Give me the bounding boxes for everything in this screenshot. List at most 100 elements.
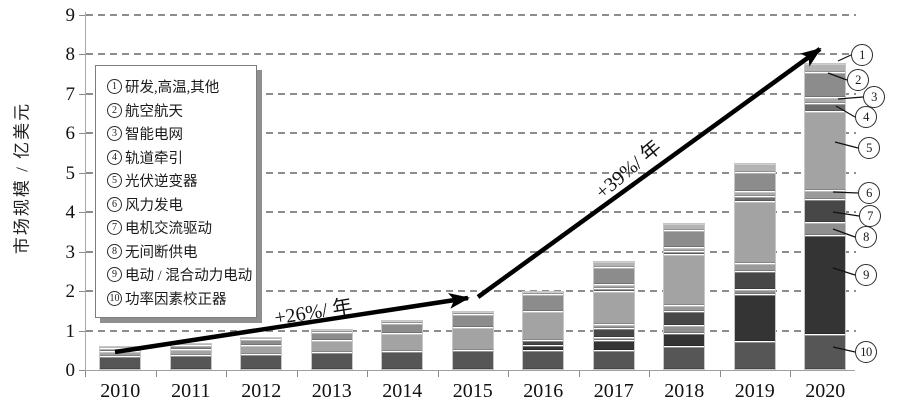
legend-label-5: 光伏逆变器: [125, 174, 198, 191]
legend-label-1: 研发,高温,其他: [125, 80, 220, 97]
legend-item-1: 1 研发,高温,其他: [107, 75, 250, 99]
bar-2019: [733, 163, 776, 370]
bar-2011-segment-10: [170, 356, 211, 369]
x-tick-10: [790, 371, 791, 377]
bar-2018-segment-7: [664, 312, 705, 325]
bar-2018-segment-1: [664, 224, 705, 230]
legend-marker-7: 7: [107, 220, 122, 236]
x-tick-1: [155, 371, 157, 377]
x-tick-9: [719, 371, 721, 377]
legend-marker-8: 8: [107, 243, 122, 259]
x-tick-label-2018: 2018: [664, 380, 705, 402]
bar-2010: [99, 346, 142, 370]
gridline-9: [86, 13, 856, 16]
bar-2020-segment-10: [805, 335, 846, 369]
bar-2017-segment-10: [593, 351, 634, 369]
bar-2017-segment-2: [593, 268, 634, 284]
bar-2013-segment-1: [311, 330, 352, 332]
growth-label-2: +39%/ 年: [591, 136, 666, 204]
legend-marker-5: 5: [107, 173, 122, 189]
legend-item-8: 8 无间断供电: [107, 240, 250, 264]
bar-2017-segment-5: [593, 292, 634, 324]
gridline-3: [86, 250, 856, 253]
bar-2014-segment-1: [382, 321, 423, 323]
y-tick-label-8: 8: [65, 44, 76, 65]
bar-2020-segment-1: [805, 64, 846, 72]
bar-2010-segment-1: [100, 347, 141, 348]
legend-marker-10: 10: [107, 290, 122, 306]
bar-2010-segment-2: [100, 349, 141, 351]
x-tick-label-2013: 2013: [311, 380, 352, 402]
bar-2011: [169, 343, 212, 370]
bar-2019-segment-4: [734, 197, 775, 201]
x-axis-line: [85, 370, 855, 371]
legend-label-6: 风力发电: [125, 197, 183, 214]
bar-2017-segment-6: [593, 325, 634, 328]
callout-leader-1: [837, 54, 852, 62]
legend-label-2: 航空航天: [125, 103, 183, 120]
segment-callout-4: 4: [855, 106, 877, 128]
y-tick-5: [79, 172, 85, 174]
legend-marker-4: 4: [107, 149, 122, 165]
bar-2018-segment-5: [664, 255, 705, 305]
legend-item-4: 4 轨道牵引: [107, 146, 250, 170]
bar-2018-segment-9: [664, 334, 705, 346]
bar-2019-segment-7: [734, 272, 775, 289]
bar-2019-segment-8: [734, 290, 775, 294]
bar-2015-segment-2: [452, 315, 493, 327]
bar-2019-segment-9: [734, 295, 775, 341]
bar-2017-segment-1: [593, 262, 634, 267]
bar-2012: [240, 337, 283, 370]
bar-2015-segment-1: [452, 312, 493, 314]
y-tick-9: [79, 14, 85, 16]
legend-item-10: 10 功率因素校正器: [107, 287, 250, 311]
x-tick-label-2012: 2012: [241, 380, 282, 402]
legend-label-8: 无间断供电: [125, 244, 198, 261]
bar-2015-segment-5: [452, 328, 493, 350]
bar-2013: [310, 329, 353, 370]
bar-2020-segment-9: [805, 236, 846, 334]
legend-marker-1: 1: [107, 79, 122, 95]
segment-callout-9: 9: [855, 264, 877, 286]
legend-item-7: 7 电机交流驱动: [107, 216, 250, 240]
gridline-6: [86, 132, 856, 134]
segment-callout-8: 8: [855, 226, 877, 248]
x-tick-0: [85, 371, 86, 377]
gridline-4: [86, 211, 856, 213]
x-tick-label-2017: 2017: [593, 380, 634, 402]
y-tick-label-5: 5: [65, 162, 76, 184]
legend-marker-9: 9: [107, 267, 122, 283]
x-tick-3: [296, 371, 298, 377]
bar-2017-segment-8: [593, 338, 634, 340]
bar-2018: [663, 223, 706, 370]
bar-2017-segment-7: [593, 329, 634, 337]
bar-2012-segment-10: [241, 355, 282, 369]
y-tick-label-9: 9: [65, 4, 76, 26]
bar-2012-segment-2: [241, 340, 282, 345]
y-tick-0: [79, 370, 85, 371]
x-tick-7: [578, 371, 580, 377]
segment-callout-10: 10: [855, 341, 877, 363]
legend-marker-6: 6: [107, 196, 122, 212]
x-tick-5: [437, 371, 439, 377]
y-tick-label-4: 4: [65, 202, 76, 223]
segment-callout-3: 3: [863, 86, 885, 108]
x-tick-label-2019: 2019: [734, 380, 775, 402]
bar-2018-segment-3: [664, 248, 705, 251]
x-tick-label-2010: 2010: [100, 380, 141, 402]
legend-label-3: 智能电网: [125, 127, 183, 144]
bar-2013-segment-10: [311, 353, 352, 369]
bar-2015-segment-10: [452, 351, 493, 369]
x-tick-2: [226, 371, 227, 377]
bar-2020: [804, 63, 847, 370]
gridline-7: [86, 92, 856, 95]
bar-2019-segment-10: [734, 342, 775, 369]
bar-2011-segment-2: [170, 346, 211, 349]
segment-callout-6: 6: [858, 182, 880, 204]
bar-2019-segment-3: [734, 192, 775, 196]
y-tick-label-0: 0: [65, 360, 76, 381]
y-axis-line: [85, 12, 86, 371]
bar-2020-segment-2: [805, 73, 846, 97]
segment-callout-5: 5: [858, 137, 880, 159]
bar-2020-segment-6: [805, 191, 846, 199]
